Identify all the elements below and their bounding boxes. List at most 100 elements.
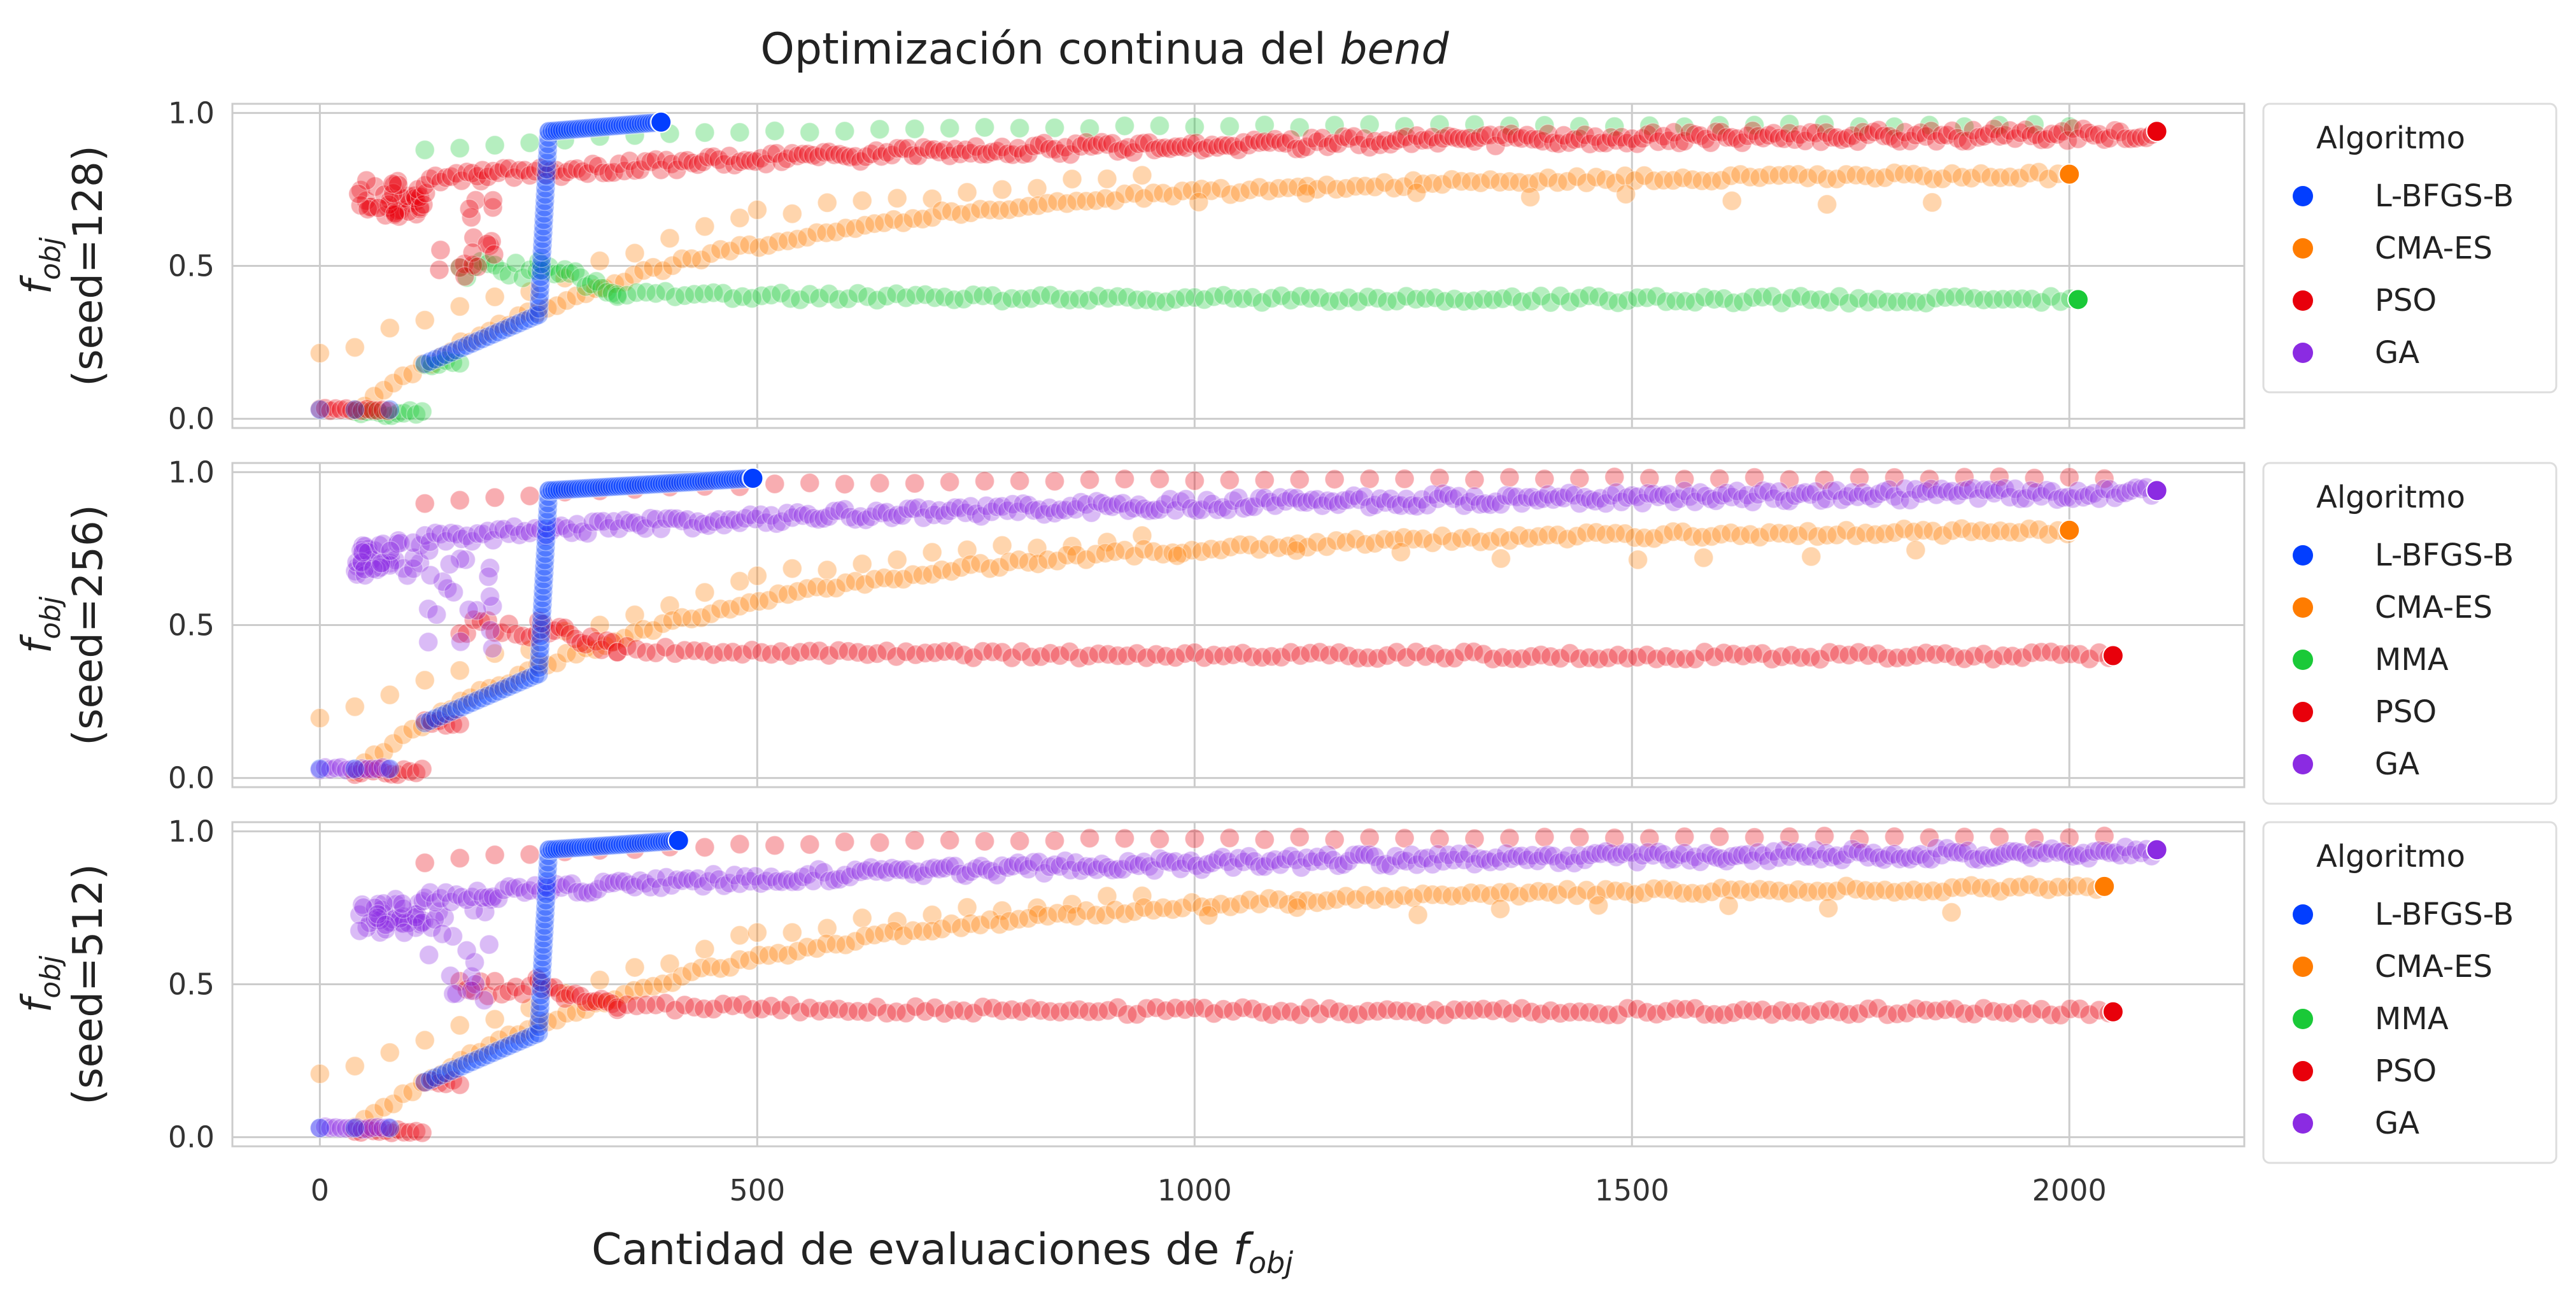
data-point (609, 153, 630, 174)
data-point (1243, 496, 1264, 517)
data-point (796, 227, 817, 248)
data-point (695, 837, 715, 858)
data-point (351, 540, 371, 561)
data-point (1047, 191, 1068, 212)
data-point (1348, 648, 1368, 669)
data-point (451, 697, 472, 718)
y-label-subscript: obj (34, 596, 67, 639)
data-point (876, 502, 897, 523)
data-point (656, 150, 677, 171)
data-point (556, 290, 577, 311)
data-point (1001, 999, 1022, 1020)
data-point (1627, 999, 1648, 1020)
data-point (435, 704, 456, 724)
data-point (406, 904, 427, 925)
data-point (1047, 551, 1068, 571)
data-point (719, 146, 740, 166)
data-point (344, 337, 365, 358)
data-point (576, 283, 596, 304)
data-point (1417, 129, 1438, 150)
data-point (688, 154, 708, 175)
data-point (970, 915, 991, 936)
data-point (1884, 128, 1905, 149)
data-point (425, 892, 446, 913)
data-point (1769, 127, 1789, 148)
data-point (546, 480, 567, 501)
data-point (1540, 1000, 1561, 1021)
data-point (854, 574, 875, 595)
data-point (1076, 132, 1096, 153)
data-point (1076, 549, 1096, 570)
data-point (1543, 489, 1564, 510)
data-point (1499, 115, 1520, 136)
data-point (1492, 999, 1513, 1020)
legend-label: CMA-ES (2375, 590, 2493, 625)
data-point (1674, 117, 1695, 137)
data-point (482, 638, 503, 659)
data-point (425, 909, 445, 930)
legend-marker (2293, 597, 2313, 618)
data-point (1701, 488, 1721, 509)
data-point (1569, 116, 1590, 137)
data-point (1069, 999, 1089, 1020)
data-point (1753, 127, 1774, 148)
data-point (939, 145, 960, 166)
data-point (352, 542, 373, 562)
data-point (390, 199, 411, 220)
data-point (730, 122, 750, 143)
data-point (941, 561, 962, 581)
data-point (1769, 881, 1789, 901)
data-point (508, 665, 529, 685)
chart-title: Optimización continua del bend (760, 24, 1449, 75)
data-point (1175, 287, 1195, 308)
data-point (1701, 132, 1721, 153)
data-point (931, 918, 952, 939)
data-point (555, 130, 575, 150)
data-point (1762, 286, 1782, 307)
data-point (782, 203, 803, 224)
data-point (1601, 127, 1622, 148)
data-point (2041, 642, 2062, 662)
data-point (371, 899, 392, 920)
data-point (1758, 125, 1779, 146)
data-point (793, 505, 813, 526)
data-point (1261, 646, 1282, 667)
data-point (1165, 289, 1185, 310)
data-point (590, 481, 610, 501)
data-point (1750, 167, 1770, 188)
data-point (1675, 649, 1695, 669)
data-point (1858, 999, 1878, 1019)
series-pso (344, 466, 2124, 785)
data-point (570, 267, 591, 288)
data-point (456, 940, 477, 961)
data-point (393, 366, 413, 386)
data-point (1648, 487, 1669, 507)
data-point (1704, 1004, 1725, 1025)
data-point (713, 993, 733, 1015)
data-point (625, 479, 645, 500)
data-point (1219, 828, 1240, 848)
data-point (1249, 132, 1270, 153)
data-point (1566, 526, 1587, 546)
data-point (703, 999, 724, 1020)
data-point (1114, 828, 1135, 849)
data-point (1153, 897, 1173, 918)
data-point (1559, 483, 1580, 504)
data-point (857, 1002, 878, 1023)
data-point (1531, 286, 1552, 306)
data-point (428, 354, 449, 375)
data-point (834, 146, 855, 166)
data-point (1820, 999, 1840, 1020)
data-point (1184, 829, 1205, 849)
data-point (382, 173, 403, 194)
data-point (609, 518, 630, 539)
data-point (345, 561, 365, 581)
data-point (2073, 487, 2093, 508)
data-point (1680, 122, 1700, 143)
data-point (414, 175, 435, 196)
data-point (604, 162, 624, 183)
data-point (1297, 176, 1318, 197)
data-point (1853, 482, 1873, 503)
data-point (2021, 288, 2042, 310)
data-point (2009, 167, 2030, 189)
